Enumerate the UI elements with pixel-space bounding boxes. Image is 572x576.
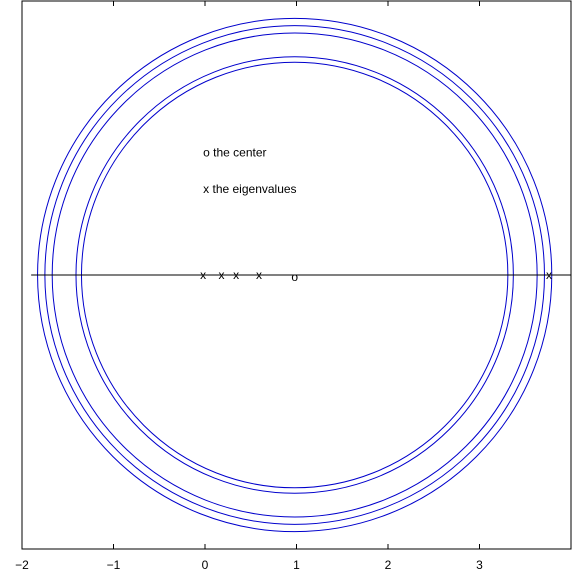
eigenvalue-marker-3: x — [233, 268, 239, 282]
x-tick-label: −1 — [107, 558, 121, 572]
markers-layer: x x x x xo — [200, 268, 552, 284]
annotation-center: o the center — [203, 145, 266, 159]
x-tick-label: 3 — [476, 558, 483, 572]
eigenvalue-marker-5: x — [546, 268, 552, 282]
center-marker: o — [291, 270, 298, 284]
x-tick-label: 1 — [293, 558, 300, 572]
x-tick-label: −2 — [15, 558, 29, 572]
annotation-eigenvalues: x the eigenvalues — [203, 182, 296, 196]
eigenvalue-marker-2: x — [218, 268, 224, 282]
x-ticks-layer: −2 −1 0 1 2 3 — [15, 1, 483, 572]
eigenvalue-marker-1: x — [200, 268, 206, 282]
eigenvalue-marker-4: x — [256, 268, 262, 282]
x-tick-label: 0 — [202, 558, 209, 572]
x-tick-label: 2 — [385, 558, 392, 572]
annotations-layer: o the center x the eigenvalues — [203, 145, 296, 196]
